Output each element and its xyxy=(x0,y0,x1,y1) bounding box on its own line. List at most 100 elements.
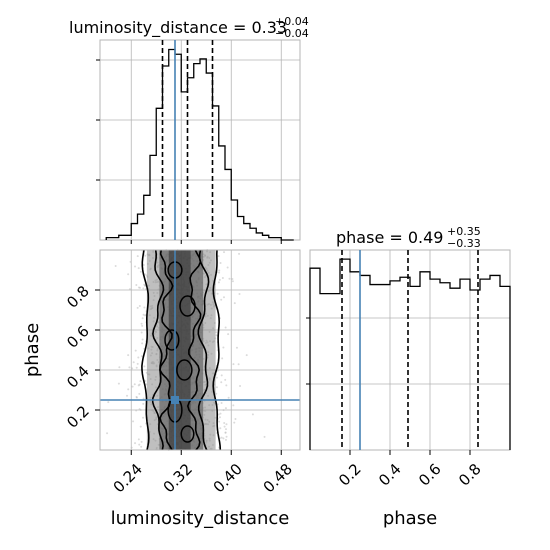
sample-point xyxy=(107,401,110,404)
sample-point xyxy=(138,408,141,411)
contour-loop xyxy=(180,425,195,443)
sample-point xyxy=(117,382,120,385)
sample-point xyxy=(127,273,130,276)
sample-point xyxy=(220,381,223,384)
joint-density-panel xyxy=(99,249,301,451)
sample-point xyxy=(216,369,219,372)
sample-point xyxy=(220,436,223,439)
sample-point xyxy=(133,383,136,386)
sample-point xyxy=(139,380,142,383)
sample-point xyxy=(118,366,121,369)
sample-point xyxy=(218,416,221,419)
sample-point xyxy=(218,269,221,272)
sample-point xyxy=(245,354,248,357)
sample-point xyxy=(215,334,218,337)
sample-point xyxy=(222,409,225,412)
sample-point xyxy=(224,431,227,434)
sample-point xyxy=(106,432,109,435)
contour-line xyxy=(197,249,210,451)
sample-point xyxy=(134,265,137,268)
sample-point xyxy=(141,342,144,345)
sample-point xyxy=(136,362,139,365)
sample-point xyxy=(131,385,134,388)
sample-point xyxy=(215,386,218,389)
sample-point xyxy=(143,306,146,309)
sample-point xyxy=(224,378,227,381)
sample-point xyxy=(142,416,145,419)
sample-point xyxy=(140,331,143,334)
sample-point xyxy=(215,392,218,395)
sample-point xyxy=(137,267,140,270)
sample-point xyxy=(141,317,144,320)
sample-point xyxy=(134,349,137,352)
sample-point xyxy=(231,280,234,283)
contour-line xyxy=(186,249,202,451)
sample-point xyxy=(140,355,143,358)
sample-point xyxy=(128,288,131,291)
sample-point xyxy=(140,445,143,448)
sample-point xyxy=(222,437,225,440)
sample-point xyxy=(142,287,145,290)
sample-point xyxy=(222,346,225,349)
sample-point xyxy=(143,365,146,368)
sample-point xyxy=(238,252,241,255)
contour-line xyxy=(141,249,150,451)
contour-loop xyxy=(179,295,196,317)
sample-point xyxy=(142,313,145,316)
sample-point xyxy=(222,296,225,299)
sample-point xyxy=(138,392,141,395)
sample-point xyxy=(142,264,145,267)
sample-point xyxy=(223,422,226,425)
sample-point xyxy=(140,322,143,325)
sample-point xyxy=(126,394,129,397)
sample-point xyxy=(144,254,147,257)
sample-point xyxy=(233,302,236,305)
sample-point xyxy=(114,265,117,267)
sample-point xyxy=(135,284,138,287)
sample-point xyxy=(135,409,138,412)
sample-point xyxy=(219,427,222,430)
sample-point xyxy=(139,286,142,289)
sample-point xyxy=(143,284,146,287)
sample-point xyxy=(137,356,140,359)
sample-point xyxy=(227,396,230,399)
sample-point xyxy=(219,262,222,265)
sample-point xyxy=(232,363,235,366)
sample-point xyxy=(135,396,138,399)
sample-point xyxy=(141,324,144,327)
sample-point xyxy=(142,397,145,400)
x-tick-label: 0.2 xyxy=(335,460,365,490)
sample-point xyxy=(237,363,240,366)
sample-point xyxy=(216,292,219,295)
sample-point xyxy=(224,407,227,410)
y-axis-label: phase xyxy=(22,323,43,377)
sample-point xyxy=(137,438,140,441)
sample-point xyxy=(139,270,142,273)
sample-point xyxy=(144,380,147,383)
sample-point xyxy=(239,385,242,388)
x-tick-label: 0.8 xyxy=(455,460,485,490)
sample-point xyxy=(132,420,135,423)
sample-point xyxy=(221,357,224,360)
sample-point xyxy=(235,346,238,349)
phase-x-axis-label: phase xyxy=(383,508,437,529)
sample-point xyxy=(218,278,221,281)
sample-point xyxy=(224,438,227,441)
sample-point xyxy=(225,435,228,438)
sample-point xyxy=(225,384,228,387)
x-tick-label: 0.4 xyxy=(375,460,405,490)
contour-line xyxy=(212,249,222,451)
sample-point xyxy=(134,442,137,445)
sample-point xyxy=(136,306,139,309)
sample-point xyxy=(217,255,220,258)
sample-point xyxy=(226,266,229,269)
luminosity-distance-title: luminosity_distance = 0.33 xyxy=(69,18,287,38)
sample-point xyxy=(135,366,138,369)
sample-point xyxy=(218,420,221,423)
sample-point xyxy=(218,271,221,274)
sample-point xyxy=(215,376,218,379)
x-tick-label: 0.48 xyxy=(260,460,296,496)
sample-point xyxy=(220,298,223,301)
sample-point xyxy=(224,326,227,329)
